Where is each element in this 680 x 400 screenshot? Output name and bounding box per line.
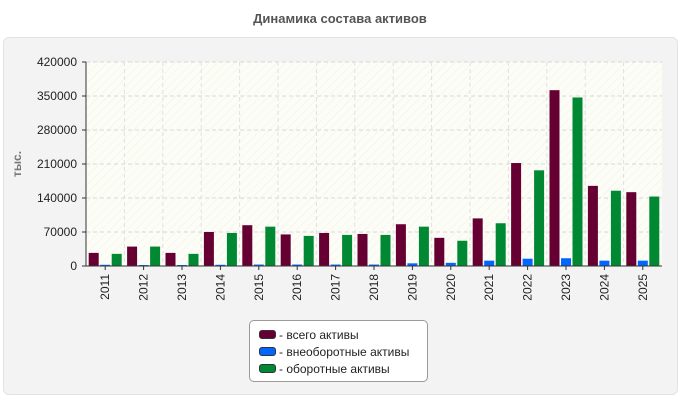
bar-current-2011 [111, 253, 122, 266]
bar-current-2016 [303, 235, 314, 266]
bar-current-2015 [265, 226, 276, 266]
y-tick-label: 350000 [37, 89, 77, 103]
bar-total-2021 [472, 218, 483, 266]
bar-noncurrent-2018 [369, 264, 379, 266]
bar-current-2012 [150, 246, 161, 266]
bar-total-2018 [357, 233, 368, 266]
y-tick-label: 70000 [44, 225, 78, 239]
y-tick-label: 140000 [37, 191, 77, 205]
legend-label: - всего активы [279, 327, 359, 342]
bar-current-2024 [610, 190, 621, 266]
y-tick-label: 0 [70, 259, 77, 273]
bar-total-2020 [434, 237, 445, 266]
bar-total-2012 [127, 246, 138, 266]
bar-noncurrent-2016 [292, 264, 303, 266]
bar-current-2013 [188, 253, 199, 266]
bar-total-2011 [88, 252, 99, 266]
bar-current-2018 [380, 234, 391, 266]
bar-total-2022 [511, 163, 522, 266]
x-tick-label: 2018 [367, 274, 381, 301]
bar-current-2020 [457, 240, 468, 266]
bar-noncurrent-2020 [445, 262, 456, 266]
bar-noncurrent-2015 [253, 264, 264, 266]
bar-noncurrent-2023 [561, 258, 571, 266]
legend-item: - оборотные активы [250, 360, 427, 377]
y-tick-label: 210000 [37, 157, 77, 171]
bar-noncurrent-2021 [484, 260, 495, 266]
bar-total-2016 [280, 234, 291, 266]
bar-current-2023 [572, 97, 583, 266]
legend-swatch [259, 347, 276, 356]
bar-total-2019 [395, 224, 406, 266]
bar-total-2025 [626, 192, 637, 266]
x-tick-label: 2014 [213, 274, 227, 301]
bar-current-2022 [534, 170, 545, 266]
x-tick-label: 2020 [444, 274, 458, 301]
x-tick-label: 2024 [597, 274, 611, 301]
legend: - всего активы - внеоборотные активы - обо… [249, 320, 428, 382]
x-tick-label: 2021 [482, 274, 496, 301]
bar-total-2013 [165, 252, 176, 266]
bar-total-2015 [242, 225, 253, 266]
y-tick-label: 420000 [37, 55, 77, 69]
bar-noncurrent-2017 [330, 264, 341, 266]
x-tick-label: 2017 [329, 274, 343, 301]
bar-total-2017 [319, 232, 330, 266]
x-tick-label: 2015 [252, 274, 266, 301]
bar-current-2014 [226, 232, 237, 266]
bar-current-2019 [418, 226, 429, 266]
chart-title: Динамика состава активов [253, 11, 427, 26]
legend-item: - всего активы [250, 326, 427, 343]
legend-label: - внеоборотные активы [279, 344, 410, 359]
bar-noncurrent-2022 [522, 258, 533, 266]
bar-total-2024 [587, 185, 598, 266]
legend-swatch [259, 364, 276, 373]
bar-current-2021 [495, 223, 506, 266]
bar-noncurrent-2024 [599, 260, 610, 266]
bar-total-2023 [549, 90, 560, 267]
y-axis-label: тыс. [10, 151, 24, 177]
bar-noncurrent-2025 [637, 260, 648, 266]
x-tick-label: 2022 [521, 274, 535, 301]
bar-noncurrent-2014 [215, 264, 226, 266]
x-tick-label: 2023 [559, 274, 573, 301]
legend-item: - внеоборотные активы [250, 343, 427, 360]
x-tick-label: 2013 [175, 274, 189, 301]
bar-noncurrent-2011 [100, 264, 111, 266]
bar-noncurrent-2019 [407, 263, 418, 266]
legend-label: - оборотные активы [279, 361, 390, 376]
bar-current-2025 [649, 196, 660, 266]
y-tick-label: 280000 [37, 123, 77, 137]
x-tick-label: 2012 [137, 274, 151, 301]
bar-current-2017 [342, 234, 353, 266]
x-tick-label: 2019 [405, 274, 419, 301]
x-tick-label: 2016 [290, 274, 304, 301]
x-tick-label: 2011 [98, 274, 112, 300]
bar-total-2014 [203, 232, 214, 266]
x-tick-label: 2025 [636, 274, 650, 301]
legend-swatch [259, 330, 276, 339]
